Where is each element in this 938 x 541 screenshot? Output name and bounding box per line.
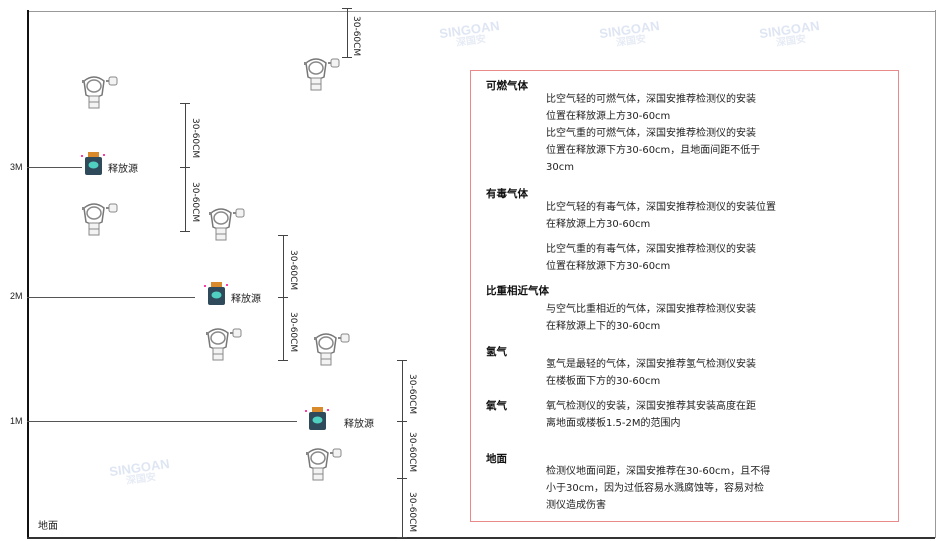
- dimension-label: 30-60CM: [407, 374, 417, 415]
- source-label: 释放源: [108, 164, 138, 175]
- legend-line: 比空气轻的有毒气体，深国安推荐检测仪的安装位置: [546, 202, 776, 213]
- source-label: 释放源: [344, 419, 374, 430]
- dimension-line: [185, 103, 186, 167]
- right-border: [935, 10, 936, 538]
- dimension-line: [283, 297, 284, 360]
- legend-line: 位置在释放源下方30-60cm: [546, 261, 671, 272]
- level-2m-line: [27, 297, 195, 298]
- legend-line: 离地面或楼板1.5-2M的范围内: [546, 418, 681, 429]
- watermark: SINGOAN 深国安: [758, 18, 822, 52]
- level-1m-line: [27, 421, 297, 422]
- gas-detector-icon: [78, 73, 118, 109]
- legend-section-title: 氢气: [486, 346, 507, 358]
- ceiling-line: [27, 11, 935, 12]
- legend-line: 30cm: [546, 162, 574, 173]
- legend-section-title: 可燃气体: [486, 80, 528, 92]
- legend-line: 比空气重的有毒气体，深国安推荐检测仪的安装: [546, 244, 756, 255]
- dimension-tick: [397, 537, 407, 538]
- legend-section-title: 有毒气体: [486, 188, 528, 200]
- dimension-label: 30-60CM: [190, 118, 200, 159]
- source-label: 释放源: [231, 294, 261, 305]
- legend-line: 位置在释放源下方30-60cm，且地面间距不低于: [546, 145, 761, 156]
- legend-paragraph: 比空气轻的有毒气体，深国安推荐检测仪的安装位置 在释放源上方30-60cm: [546, 199, 776, 233]
- dimension-label: 30-60CM: [351, 16, 361, 57]
- dimension-line: [283, 235, 284, 297]
- dimension-tick: [180, 167, 190, 168]
- dimension-tick: [397, 360, 407, 361]
- dimension-tick: [180, 231, 190, 232]
- dimension-line: [402, 360, 403, 421]
- watermark: SINGOAN 深国安: [598, 18, 662, 52]
- legend-line: 位置在释放源上方30-60cm: [546, 111, 671, 122]
- legend-line: 在楼板面下方的30-60cm: [546, 376, 661, 387]
- gas-detector-icon: [78, 200, 118, 236]
- legend-paragraph: 与空气比重相近的气体，深国安推荐检测仪安装 在释放源上下的30-60cm: [546, 301, 756, 335]
- dimension-tick: [278, 235, 288, 236]
- gas-detector-icon: [302, 445, 342, 481]
- dimension-line: [402, 478, 403, 537]
- legend-section-title: 地面: [486, 453, 507, 465]
- legend-line: 氢气是最轻的气体，深国安推荐氢气检测仪安装: [546, 359, 756, 370]
- legend-box: 可燃气体比空气轻的可燃气体，深国安推荐检测仪的安装 位置在释放源上方30-60cm…: [470, 70, 899, 522]
- dimension-label: 30-60CM: [407, 432, 417, 473]
- level-3m-line: [27, 167, 82, 168]
- dimension-tick: [342, 8, 352, 9]
- dimension-label: 30-60CM: [407, 492, 417, 533]
- watermark-cn: 深国安: [775, 33, 807, 49]
- legend-paragraph: 比空气重的可燃气体，深国安推荐检测仪的安装 位置在释放源下方30-60cm，且地面…: [546, 125, 760, 176]
- legend-line: 在释放源上下的30-60cm: [546, 321, 661, 332]
- watermark-cn: 深国安: [125, 471, 157, 487]
- gas-detector-icon: [300, 55, 340, 91]
- legend-line: 小于30cm，因为过低容易水溅腐蚀等，容易对检: [546, 483, 764, 494]
- gas-detector-icon: [205, 205, 245, 241]
- leak-source-icon: [80, 152, 106, 176]
- legend-line: 比空气轻的可燃气体，深国安推荐检测仪的安装: [546, 94, 756, 105]
- dimension-tick: [397, 421, 407, 422]
- leak-source-icon: [304, 407, 330, 431]
- legend-line: 氧气检测仪的安装，深国安推荐其安装高度在距: [546, 401, 756, 412]
- floor-line: [27, 537, 935, 539]
- legend-line: 与空气比重相近的气体，深国安推荐检测仪安装: [546, 304, 756, 315]
- level-3m: 3M: [10, 162, 23, 172]
- legend-section-title: 氧气: [486, 400, 507, 412]
- legend-paragraph: 比空气重的有毒气体，深国安推荐检测仪的安装 位置在释放源下方30-60cm: [546, 241, 756, 275]
- watermark: SINGOAN 深国安: [438, 18, 502, 52]
- gas-detector-icon: [310, 330, 350, 366]
- watermark-cn: 深国安: [615, 33, 647, 49]
- legend-paragraph: 检测仪地面间距，深国安推荐在30-60cm，且不得 小于30cm，因为过低容易水溅…: [546, 463, 770, 514]
- dimension-line: [185, 167, 186, 231]
- leak-source-icon: [203, 282, 229, 306]
- legend-line: 比空气重的可燃气体，深国安推荐检测仪的安装: [546, 128, 756, 139]
- dimension-tick: [342, 57, 352, 58]
- dimension-tick: [180, 103, 190, 104]
- legend-line: 检测仪地面间距，深国安推荐在30-60cm，且不得: [546, 466, 771, 477]
- dimension-label: 30-60CM: [288, 250, 298, 291]
- floor-label: 地面: [38, 521, 58, 532]
- legend-line: 在释放源上方30-60cm: [546, 219, 651, 230]
- dimension-label: 30-60CM: [190, 182, 200, 223]
- dimension-line: [347, 8, 348, 57]
- legend-paragraph: 比空气轻的可燃气体，深国安推荐检测仪的安装 位置在释放源上方30-60cm: [546, 91, 756, 125]
- dimension-tick: [278, 297, 288, 298]
- gas-detector-icon: [202, 325, 242, 361]
- watermark-cn: 深国安: [455, 33, 487, 49]
- legend-paragraph: 氧气检测仪的安装，深国安推荐其安装高度在距 离地面或楼板1.5-2M的范围内: [546, 398, 756, 432]
- dimension-line: [402, 421, 403, 478]
- wall-line: [27, 10, 29, 538]
- legend-section-title: 比重相近气体: [486, 285, 549, 297]
- legend-paragraph: 氢气是最轻的气体，深国安推荐氢气检测仪安装 在楼板面下方的30-60cm: [546, 356, 756, 390]
- dimension-tick: [278, 360, 288, 361]
- dimension-tick: [397, 478, 407, 479]
- dimension-label: 30-60CM: [288, 312, 298, 353]
- watermark: SINGOAN 深国安: [108, 456, 172, 490]
- level-2m: 2M: [10, 291, 23, 301]
- legend-line: 测仪造成伤害: [546, 500, 606, 511]
- level-1m: 1M: [10, 416, 23, 426]
